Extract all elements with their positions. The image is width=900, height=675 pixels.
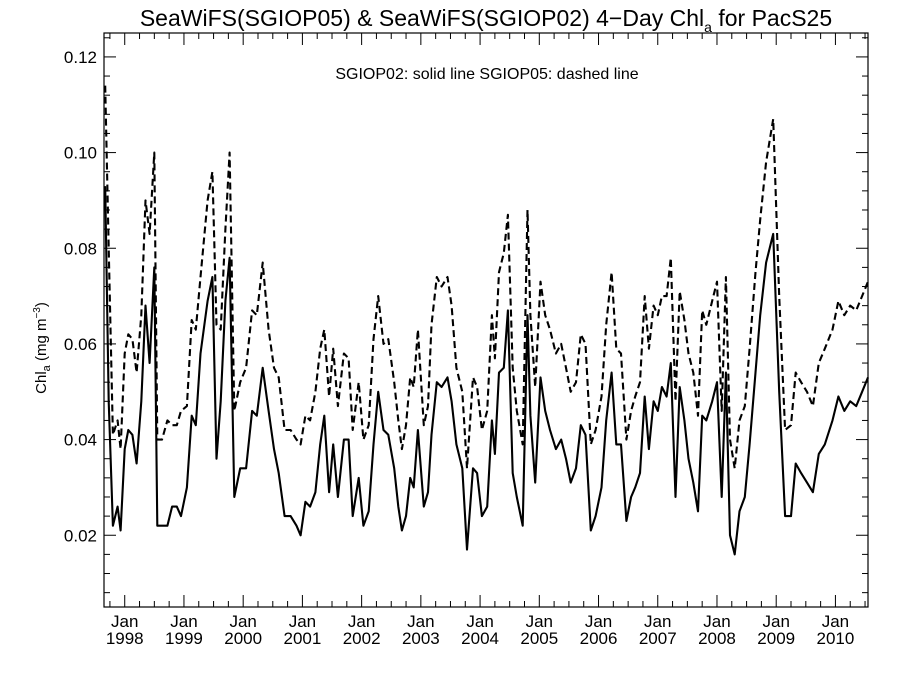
x-tick-label-year: 2009 bbox=[757, 629, 795, 648]
x-tick-label-year: 2000 bbox=[224, 629, 262, 648]
sgiop05-dashed-line bbox=[104, 85, 869, 470]
x-tick-label-month: Jan bbox=[703, 612, 730, 631]
y-tick-label: 0.08 bbox=[64, 239, 97, 258]
y-tick-label: 0.10 bbox=[64, 144, 97, 163]
y-tick-label: 0.06 bbox=[64, 335, 97, 354]
chart-title: SeaWiFS(SGIOP05) & SeaWiFS(SGIOP02) 4−Da… bbox=[140, 5, 832, 35]
x-tick-label-month: Jan bbox=[526, 612, 553, 631]
y-tick-label: 0.12 bbox=[64, 48, 97, 67]
x-tick-label-year: 2003 bbox=[402, 629, 440, 648]
x-tick-label-month: Jan bbox=[407, 612, 434, 631]
plot-frame bbox=[103, 32, 869, 608]
y-axis-label: Chla (mg m−3) bbox=[32, 302, 53, 394]
x-tick-label-year: 2006 bbox=[580, 629, 618, 648]
x-tick-label-year: 1998 bbox=[106, 629, 144, 648]
legend-text: SGIOP02: solid line SGIOP05: dashed line bbox=[335, 66, 638, 83]
x-tick-label-month: Jan bbox=[111, 612, 138, 631]
x-tick-label-year: 1999 bbox=[165, 629, 203, 648]
y-tick-label: 0.02 bbox=[64, 526, 97, 545]
data-series bbox=[104, 85, 869, 556]
x-tick-label-year: 2002 bbox=[343, 629, 381, 648]
x-tick-label-month: Jan bbox=[229, 612, 256, 631]
x-tick-label-year: 2001 bbox=[283, 629, 321, 648]
axis-ticks: 0.020.040.060.080.100.12Jan1998Jan1999Ja… bbox=[64, 33, 868, 648]
x-tick-label-month: Jan bbox=[585, 612, 612, 631]
x-tick-label-month: Jan bbox=[170, 612, 197, 631]
x-tick-label-year: 2008 bbox=[698, 629, 736, 648]
plot-axes bbox=[103, 32, 869, 608]
x-tick-label-year: 2007 bbox=[639, 629, 677, 648]
x-tick-label-month: Jan bbox=[289, 612, 316, 631]
y-tick-label: 0.04 bbox=[64, 431, 97, 450]
x-tick-label-month: Jan bbox=[822, 612, 849, 631]
x-tick-label-year: 2004 bbox=[461, 629, 499, 648]
x-tick-label-year: 2010 bbox=[817, 629, 855, 648]
x-tick-label-month: Jan bbox=[762, 612, 789, 631]
x-tick-label-month: Jan bbox=[644, 612, 671, 631]
x-tick-label-month: Jan bbox=[466, 612, 493, 631]
sgiop02-solid-line bbox=[104, 186, 869, 556]
x-tick-label-month: Jan bbox=[348, 612, 375, 631]
x-tick-label-year: 2005 bbox=[520, 629, 558, 648]
